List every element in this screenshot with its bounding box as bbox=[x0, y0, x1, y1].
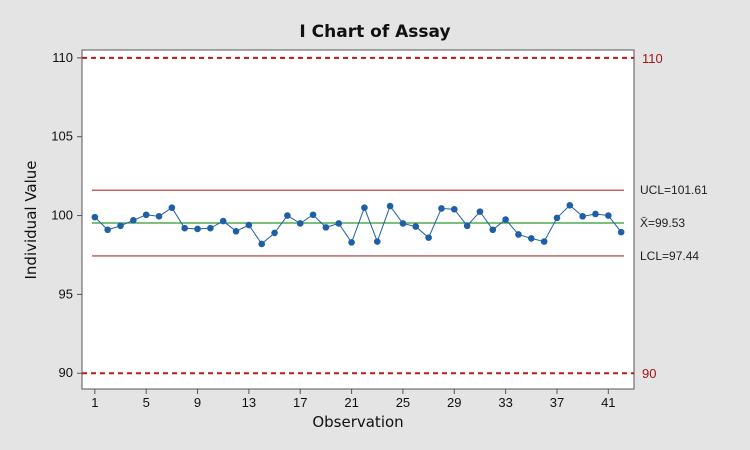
data-point-39 bbox=[579, 213, 586, 220]
y-tick-label-110: 110 bbox=[52, 50, 73, 65]
data-point-6 bbox=[155, 213, 163, 220]
y-tick-label-95: 95 bbox=[59, 286, 73, 301]
data-point-41 bbox=[605, 212, 612, 219]
data-point-9 bbox=[194, 225, 201, 233]
data-point-22 bbox=[361, 204, 368, 211]
spec-limit-label-90: 90 bbox=[642, 366, 656, 381]
x-tick-label-41: 41 bbox=[601, 395, 615, 410]
data-point-28 bbox=[438, 205, 445, 212]
data-point-19 bbox=[322, 224, 330, 231]
data-point-16 bbox=[284, 212, 291, 219]
x-tick-label-9: 9 bbox=[194, 395, 201, 410]
plot-area bbox=[81, 49, 635, 390]
x-tick-label-13: 13 bbox=[242, 395, 256, 410]
spec-limit-label-110: 110 bbox=[642, 51, 663, 66]
data-point-36 bbox=[540, 238, 548, 245]
data-point-33 bbox=[502, 216, 509, 223]
data-point-5 bbox=[142, 211, 150, 219]
y-tick-label-105: 105 bbox=[51, 129, 73, 144]
data-point-23 bbox=[373, 238, 381, 245]
ucl-label: UCL=101.61 bbox=[640, 183, 708, 197]
x-tick-label-33: 33 bbox=[498, 395, 512, 410]
data-point-14 bbox=[258, 240, 266, 248]
data-point-26 bbox=[412, 223, 420, 230]
data-point-8 bbox=[181, 224, 188, 232]
data-point-2 bbox=[104, 226, 111, 234]
data-point-4 bbox=[130, 216, 137, 224]
data-point-24 bbox=[386, 202, 394, 210]
data-point-17 bbox=[296, 220, 304, 227]
data-point-10 bbox=[207, 224, 214, 232]
data-point-1 bbox=[91, 213, 99, 221]
y-tick-label-100: 100 bbox=[51, 208, 73, 223]
data-point-37 bbox=[553, 214, 561, 222]
data-point-35 bbox=[528, 235, 535, 242]
x-tick-label-25: 25 bbox=[396, 395, 410, 410]
x-tick-label-17: 17 bbox=[293, 395, 307, 410]
data-point-20 bbox=[335, 220, 343, 227]
data-point-18 bbox=[309, 211, 317, 219]
data-point-32 bbox=[489, 226, 497, 234]
chart-title: I Chart of Assay bbox=[299, 22, 450, 42]
x-axis-title: Observation bbox=[312, 413, 403, 431]
data-point-25 bbox=[399, 220, 407, 227]
data-point-40 bbox=[592, 210, 599, 218]
data-point-34 bbox=[515, 231, 522, 238]
data-point-12 bbox=[232, 228, 240, 235]
data-point-29 bbox=[450, 205, 458, 213]
data-point-27 bbox=[425, 234, 432, 241]
data-point-38 bbox=[566, 202, 574, 209]
lcl-label: LCL=97.44 bbox=[640, 249, 699, 263]
x-tick-label-21: 21 bbox=[344, 395, 358, 410]
data-point-7 bbox=[168, 204, 176, 211]
data-point-42 bbox=[617, 228, 625, 236]
data-point-11 bbox=[219, 217, 227, 225]
data-point-3 bbox=[117, 222, 124, 230]
y-axis-title: Individual Value bbox=[22, 160, 40, 279]
x-tick-label-29: 29 bbox=[447, 395, 461, 410]
data-point-30 bbox=[463, 222, 471, 230]
x-tick-label-5: 5 bbox=[143, 395, 150, 410]
data-point-21 bbox=[348, 239, 355, 246]
center-line-label: X̄=99.53 bbox=[640, 216, 685, 230]
data-point-31 bbox=[476, 208, 484, 215]
x-tick-label-1: 1 bbox=[91, 395, 98, 410]
x-tick-label-37: 37 bbox=[550, 395, 564, 410]
data-point-15 bbox=[271, 229, 278, 237]
data-point-13 bbox=[245, 221, 253, 229]
y-tick-label-90: 90 bbox=[59, 365, 73, 380]
